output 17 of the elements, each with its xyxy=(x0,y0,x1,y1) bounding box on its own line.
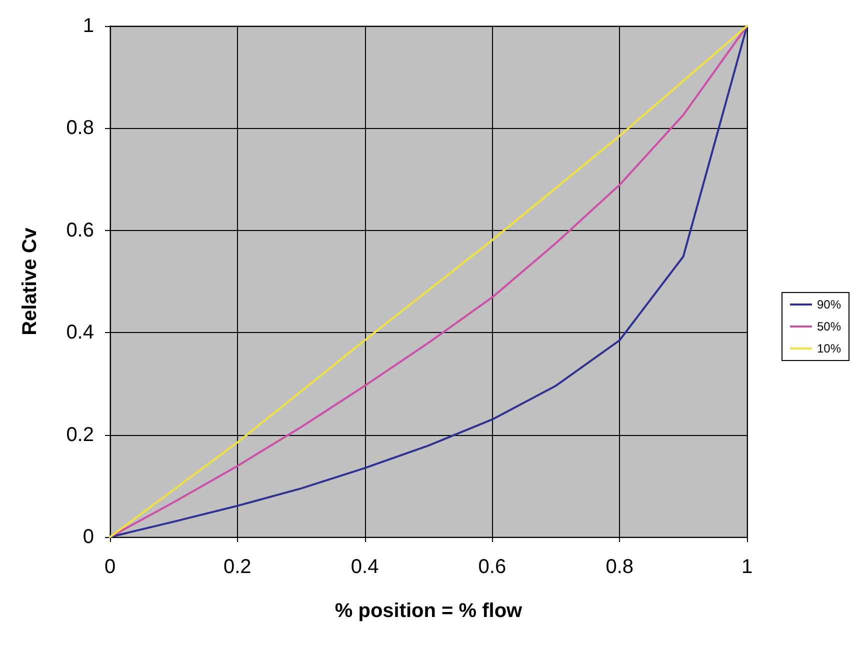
y-tick-label: 0.8 xyxy=(66,117,94,140)
x-tick-label: 0.6 xyxy=(478,556,506,578)
x-tick-label: 1 xyxy=(741,556,753,578)
y-tick-label: 0 xyxy=(82,526,94,548)
y-tick-label: 1 xyxy=(82,15,94,37)
x-tick-label: 0.4 xyxy=(350,556,379,578)
y-tick-label: 0.4 xyxy=(66,322,94,344)
y-tick-label: 0.2 xyxy=(66,424,94,446)
y-axis-title: Relative Cv xyxy=(19,226,41,336)
x-tick-label: 0 xyxy=(104,556,116,578)
x-axis-title: % position = % flow xyxy=(334,600,523,622)
x-tick-label: 0.8 xyxy=(606,556,634,578)
x-tick-label: 0.2 xyxy=(223,556,252,578)
legend-label: 90% xyxy=(816,298,842,312)
y-tick-label: 0.6 xyxy=(66,219,94,242)
legend-label: 50% xyxy=(816,320,842,334)
legend-label: 10% xyxy=(816,342,842,356)
